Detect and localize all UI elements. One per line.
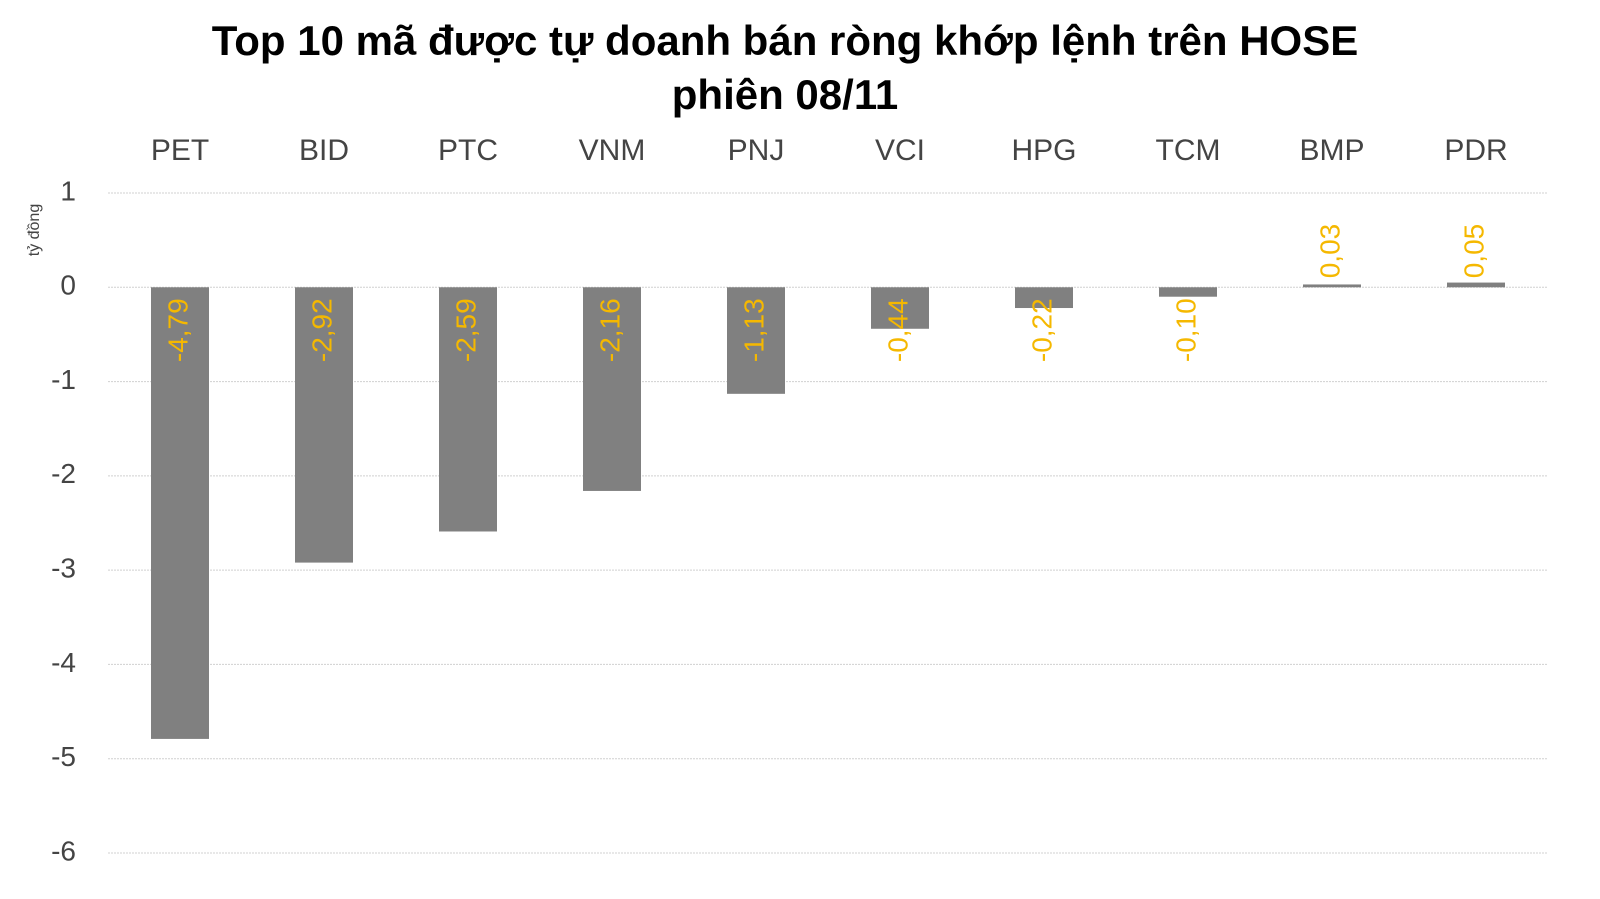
y-tick-label: -4	[51, 647, 76, 678]
y-tick-label: -5	[51, 741, 76, 772]
x-tick-label: PDR	[1444, 134, 1507, 167]
y-tick-label: 0	[60, 270, 76, 301]
bar	[727, 287, 785, 394]
x-tick-label: BMP	[1299, 134, 1364, 167]
x-tick-label: PNJ	[728, 134, 785, 167]
bar	[1303, 284, 1361, 288]
x-tick-label: PET	[151, 134, 209, 167]
bar	[871, 287, 929, 329]
bar	[295, 287, 353, 563]
bar	[151, 287, 209, 739]
value-label: 0,03	[1314, 224, 1345, 279]
y-tick-label: 1	[60, 175, 76, 206]
x-tick-label: VCI	[875, 134, 925, 167]
bar	[439, 287, 497, 532]
value-label: -0,22	[1026, 298, 1057, 362]
value-label: -0,10	[1170, 298, 1201, 362]
value-label: -2,92	[306, 298, 337, 362]
x-tick-label: VNM	[579, 134, 646, 167]
value-label: -2,59	[450, 298, 481, 362]
value-label: -0,44	[882, 298, 913, 362]
bar	[583, 287, 641, 491]
y-axis-label: tỷ đồng	[26, 204, 43, 256]
value-label: -1,13	[738, 298, 769, 362]
x-tick-label: BID	[299, 134, 349, 167]
bar	[1015, 287, 1073, 309]
bar	[1447, 282, 1505, 288]
value-label: -4,79	[162, 298, 193, 362]
chart-title: Top 10 mã được tự doanh bán ròng khớp lệ…	[211, 17, 1359, 118]
value-label: -2,16	[594, 298, 625, 362]
x-tick-label: TCM	[1156, 134, 1221, 167]
x-tick-label: HPG	[1011, 134, 1076, 167]
bar	[1159, 287, 1217, 297]
value-label: 0,05	[1458, 224, 1489, 279]
y-tick-label: -2	[51, 458, 76, 489]
y-tick-label: -6	[51, 835, 76, 866]
x-tick-label: PTC	[438, 134, 498, 167]
y-tick-label: -3	[51, 553, 76, 584]
y-tick-label: -1	[51, 364, 76, 395]
